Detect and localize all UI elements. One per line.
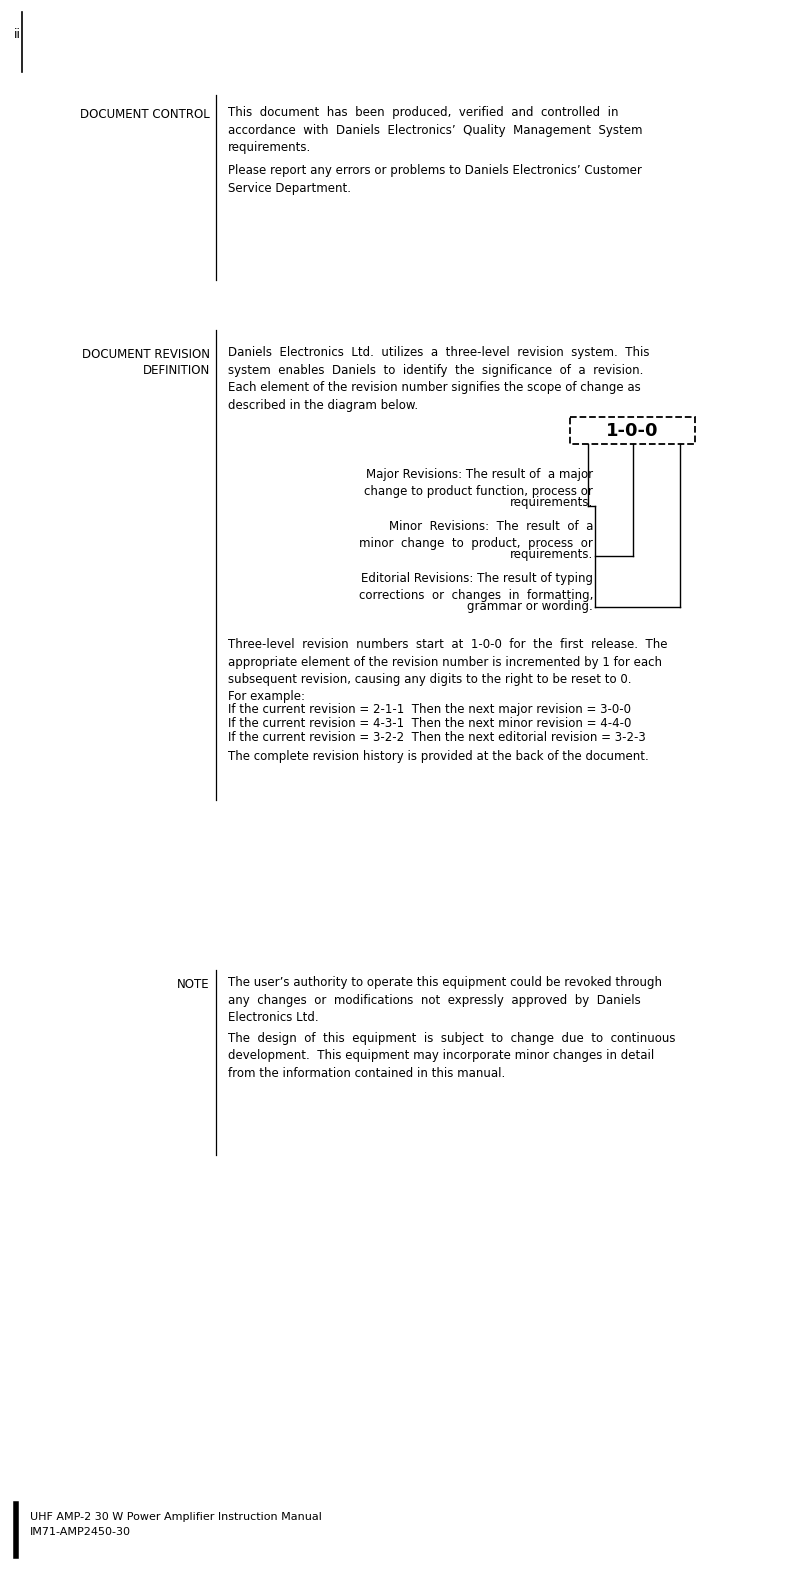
Text: DEFINITION: DEFINITION [143,364,210,377]
Text: NOTE: NOTE [178,979,210,991]
Text: This  document  has  been  produced,  verified  and  controlled  in
accordance  : This document has been produced, verifie… [228,106,642,154]
Text: If the current revision = 2-1-1  Then the next major revision = 3-0-0: If the current revision = 2-1-1 Then the… [228,703,631,716]
Text: The  design  of  this  equipment  is  subject  to  change  due  to  continuous
d: The design of this equipment is subject … [228,1032,675,1080]
Text: The complete revision history is provided at the back of the document.: The complete revision history is provide… [228,750,649,763]
Text: Daniels  Electronics  Ltd.  utilizes  a  three-level  revision  system.  This
sy: Daniels Electronics Ltd. utilizes a thre… [228,347,650,411]
Text: 1-0-0: 1-0-0 [606,421,659,440]
Text: The user’s authority to operate this equipment could be revoked through
any  cha: The user’s authority to operate this equ… [228,976,662,1024]
Text: Major Revisions: The result of  a major
change to product function, process or: Major Revisions: The result of a major c… [364,468,593,498]
Text: grammar or wording.: grammar or wording. [467,600,593,613]
Text: UHF AMP-2 30 W Power Amplifier Instruction Manual: UHF AMP-2 30 W Power Amplifier Instructi… [30,1511,322,1522]
Text: IM71-AMP2450-30: IM71-AMP2450-30 [30,1527,131,1537]
Text: ii: ii [14,28,21,41]
Text: requirements.: requirements. [510,496,593,509]
Text: DOCUMENT REVISION: DOCUMENT REVISION [82,348,210,361]
Text: Please report any errors or problems to Daniels Electronics’ Customer
Service De: Please report any errors or problems to … [228,164,642,194]
Text: If the current revision = 3-2-2  Then the next editorial revision = 3-2-3: If the current revision = 3-2-2 Then the… [228,731,646,744]
Text: DOCUMENT CONTROL: DOCUMENT CONTROL [80,109,210,121]
Text: If the current revision = 4-3-1  Then the next minor revision = 4-4-0: If the current revision = 4-3-1 Then the… [228,717,631,730]
Bar [570,418,695,444]
Text: For example:: For example: [228,690,305,703]
Text: Minor  Revisions:  The  result  of  a
minor  change  to  product,  process  or: Minor Revisions: The result of a minor c… [359,520,593,550]
Text: Editorial Revisions: The result of typing
corrections  or  changes  in  formatti: Editorial Revisions: The result of typin… [359,572,593,602]
Text: Three-level  revision  numbers  start  at  1-0-0  for  the  first  release.  The: Three-level revision numbers start at 1-… [228,638,667,686]
Text: requirements.: requirements. [510,548,593,561]
